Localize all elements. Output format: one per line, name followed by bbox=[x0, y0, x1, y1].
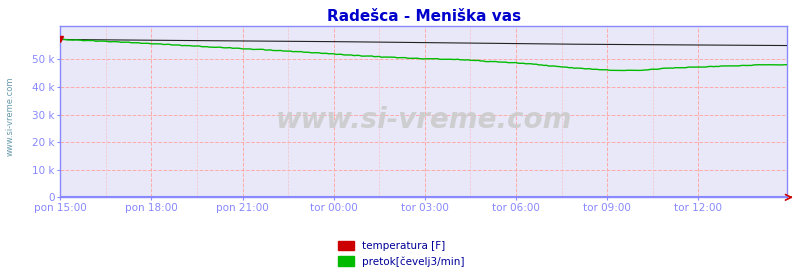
Text: www.si-vreme.com: www.si-vreme.com bbox=[275, 106, 571, 134]
Text: www.si-vreme.com: www.si-vreme.com bbox=[6, 76, 15, 156]
Title: Radešca - Meniška vas: Radešca - Meniška vas bbox=[326, 9, 520, 24]
Legend: temperatura [F], pretok[čevelj3/min]: temperatura [F], pretok[čevelj3/min] bbox=[334, 237, 468, 271]
